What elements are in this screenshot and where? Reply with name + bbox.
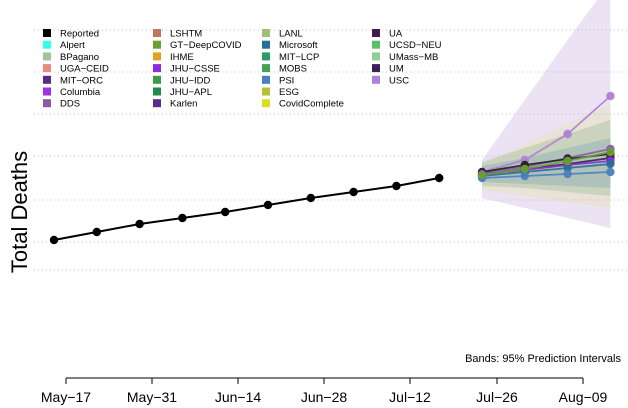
legend-swatch [43,64,51,73]
legend-label: GT−DeepCOVID [170,40,242,51]
x-tick-label: May−17 [41,389,91,405]
legend-swatch [153,87,161,96]
forecast-point-6 [606,167,615,177]
legend-swatch [153,64,161,73]
reported-point [392,181,401,191]
forecast-point-5 [606,159,615,169]
legend-label: JHU−APL [170,87,212,98]
legend-swatch [262,29,270,37]
legend-swatch [153,29,161,37]
legend-swatch [153,99,161,108]
x-tick-label: Jul−26 [476,389,518,405]
forecast-point-7 [477,170,487,180]
legend-label: UCSD−NEU [389,40,442,51]
legend-label: ESG [279,87,299,98]
legend-label: MIT−LCP [279,52,319,63]
reported-point [178,213,187,223]
x-tick-label: May−31 [127,389,177,405]
series-points [49,91,615,245]
forecast-point-0 [563,129,572,139]
legend-swatch [153,75,161,84]
reported-point [435,173,444,183]
legend-swatch [43,52,51,61]
forecast-point-7 [563,156,572,166]
x-tick-label: Jun−14 [215,389,262,405]
forecast-line-0 [481,95,611,173]
legend-label: Columbia [60,87,101,98]
legend-swatch [262,40,270,49]
x-tick-label: Jul−12 [389,389,431,405]
legend-swatch [262,52,270,61]
forecast-line-7 [481,151,611,176]
legend-swatch [153,52,161,61]
legend-label: IHME [170,52,194,63]
legend-label: Microsoft [279,40,318,51]
legend-swatch [262,87,270,96]
legend-label: LANL [279,29,303,40]
legend-swatch [262,99,270,108]
legend-swatch [43,99,51,108]
legend-swatch [153,40,161,49]
reported-point [349,187,358,197]
legend-label: LSHTM [170,29,202,40]
legend-label: DDS [60,99,80,110]
legend-label: UM [389,64,404,75]
legend-label: Reported [60,29,99,40]
legend-label: JHU−IDD [170,75,211,86]
reported-point [49,235,59,245]
grid [34,29,628,271]
legend-swatch [372,40,380,49]
legend-swatch [372,75,380,84]
x-tick-label: Aug−09 [559,389,608,405]
legend-swatch [43,40,51,49]
x-tick-label: Jun−28 [301,389,348,405]
legend-swatch [262,64,270,73]
reported-point [221,207,230,217]
legend-label: MIT−ORC [60,75,103,86]
legend-label: Karlen [170,99,197,110]
legend-label: UMass−MB [389,52,438,63]
forecast-point-0 [606,91,615,101]
bands-annotation: Bands: 95% Prediction Intervals [465,353,621,365]
reported-point [135,219,144,229]
legend-label: CovidComplete [279,99,344,110]
forecast-point-6 [520,171,529,181]
legend-label: Alpert [60,40,85,51]
legend-label: UGA−CEID [60,64,109,75]
legend-label: PSI [279,75,294,86]
legend-swatch [43,87,51,96]
reported-point [92,227,102,237]
series-lines [53,95,611,241]
forecast-point-6 [563,169,572,179]
legend-swatch [372,52,380,61]
forecast-point-7 [606,147,615,157]
legend-swatch [43,75,51,84]
forecast-line-6 [481,171,611,179]
reported-point [263,200,273,210]
legend-label: BPagano [60,52,99,63]
legend: ReportedAlpertBPaganoUGA−CEIDMIT−ORCColu… [43,29,442,110]
reported-point [306,193,315,203]
y-axis-label: Total Deaths [7,151,32,273]
legend-swatch [372,29,380,37]
x-axis: May−17 May−31 Jun−14 Jun−28 Jul−12 Jul−26 Aug−… [41,377,608,405]
legend-swatch [262,75,270,84]
legend-label: USC [389,75,409,86]
legend-label: JHU−CSSE [170,64,220,75]
reported-line [53,177,440,241]
legend-label: MOBS [279,64,307,75]
forecast-point-7 [520,164,529,174]
legend-label: UA [389,29,403,40]
legend-swatch [372,64,380,73]
legend-swatch [43,29,51,37]
forecast-point-5 [563,163,572,173]
forecast-line-5 [481,163,611,177]
